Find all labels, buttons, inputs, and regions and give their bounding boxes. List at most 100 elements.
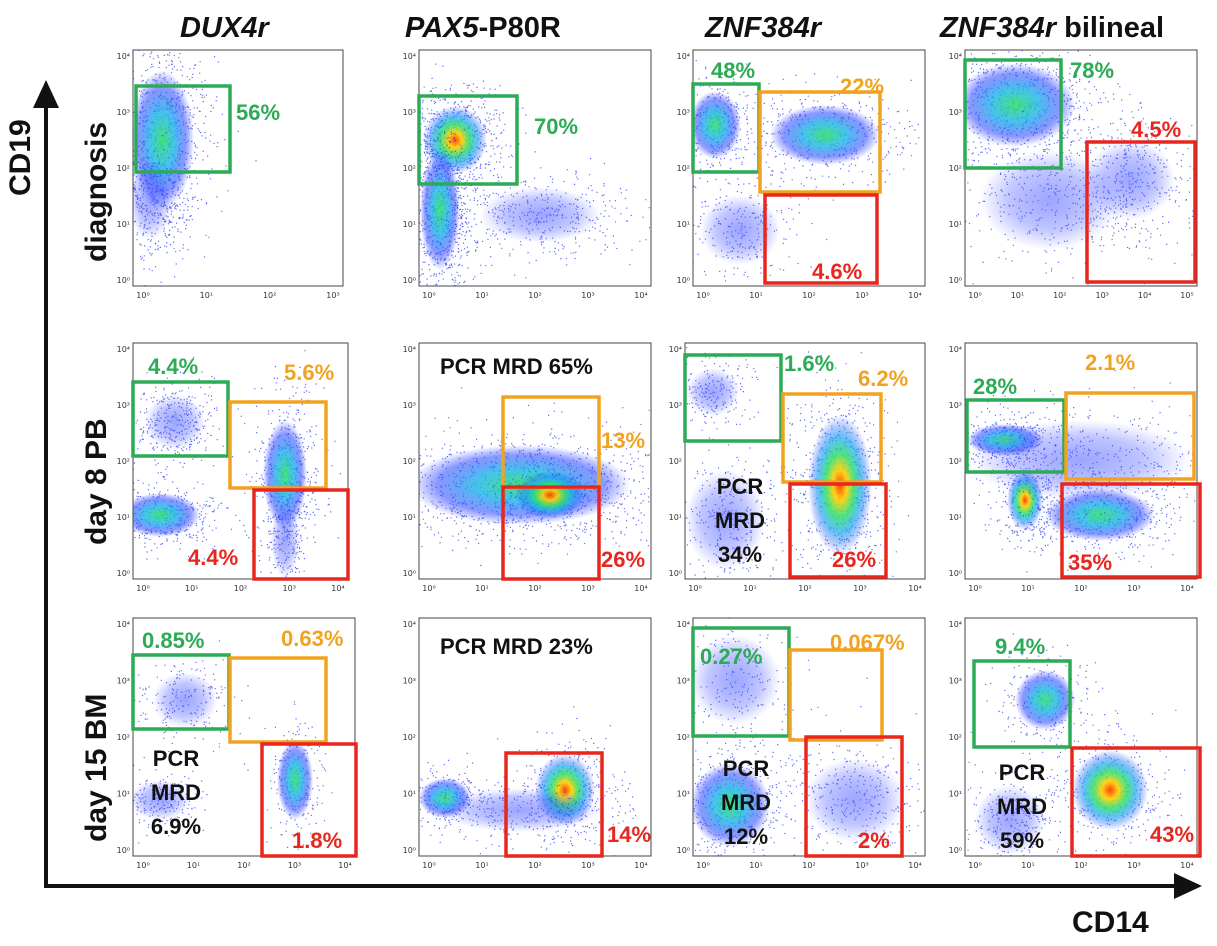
panel-p03: 10⁰ 10¹ 10² 10³ 10⁴ 10⁵ 10⁰ 10¹ 10² 10³ 10⁴ — [949, 49, 1198, 300]
density-p23-0 — [1015, 670, 1075, 730]
x-tick-p00-2: 10² — [263, 291, 276, 300]
density-p22-2 — [805, 758, 905, 842]
x-tick-p20-1: 10¹ — [187, 861, 200, 870]
row-title-diagnosis: diagnosis — [80, 121, 113, 262]
panel-p10: 10⁰ 10¹ 10² 10³ 10⁴ 10⁰ 10¹ 10² 10³ 10⁴ — [117, 342, 350, 593]
gate-label-p03-red: 4.5% — [1131, 117, 1182, 142]
y-tick-p11-4: 10⁴ — [403, 345, 416, 354]
y-tick-p23-2: 10² — [949, 733, 962, 742]
x-tick-p03-2: 10² — [1053, 291, 1066, 300]
y-tick-p22-4: 10⁴ — [677, 620, 690, 629]
x-tick-p03-1: 10¹ — [1011, 291, 1024, 300]
gate-label-p12-red: 26% — [832, 547, 877, 572]
x-tick-p10-0: 10⁰ — [136, 584, 149, 593]
y-tick-p10-4: 10⁴ — [117, 345, 130, 354]
x-tick-p03-3: 10³ — [1096, 291, 1109, 300]
x-tick-p11-4: 10⁴ — [634, 584, 647, 593]
y-tick-p02-0: 10⁰ — [677, 276, 690, 285]
density-p20-2 — [133, 780, 190, 820]
gate-label-p23-red: 43% — [1150, 822, 1195, 847]
gate-p23-green — [972, 659, 1072, 749]
x-tick-p10-3: 10³ — [283, 584, 296, 593]
y-tick-p13-1: 10¹ — [949, 513, 962, 522]
gate-p12-green — [683, 353, 783, 443]
panel-events-p23 — [966, 633, 1186, 856]
y-tick-p22-2: 10² — [677, 733, 690, 742]
density-p21-2 — [440, 788, 600, 832]
panel-p13: 10⁰ 10¹ 10² 10³ 10⁴ 10⁰ 10¹ 10² 10³ 10⁴ — [949, 342, 1202, 593]
y-tick-p13-2: 10² — [949, 457, 962, 466]
y-tick-p11-3: 10³ — [403, 401, 416, 410]
x-tick-p21-2: 10² — [528, 861, 541, 870]
x-tick-p23-4: 10⁴ — [1180, 861, 1193, 870]
density-p13-3 — [970, 420, 1190, 500]
x-tick-p00-3: 10³ — [326, 291, 339, 300]
x-tick-p22-4: 10⁴ — [908, 861, 921, 870]
x-tick-p10-4: 10⁴ — [331, 584, 344, 593]
y-tick-p20-3: 10³ — [117, 677, 130, 686]
panel-p11: 10⁰ 10¹ 10² 10³ 10⁴ 10⁰ 10¹ 10² 10³ 10⁴ — [403, 342, 652, 593]
panel-p21: 10⁰ 10¹ 10² 10³ 10⁴ 10⁰ 10¹ 10² 10³ 10⁴ — [403, 617, 652, 870]
x-tick-p20-4: 10⁴ — [338, 861, 351, 870]
density-p12-0 — [687, 368, 739, 416]
x-tick-p01-1: 10¹ — [475, 291, 488, 300]
y-tick-p00-3: 10³ — [117, 108, 130, 117]
density-p01-2 — [480, 187, 600, 243]
gate-p22-red — [804, 735, 904, 858]
y-tick-p21-1: 10¹ — [403, 790, 416, 799]
panel-events-p00 — [133, 50, 257, 286]
gate-label-p12-orange: 6.2% — [858, 366, 909, 391]
panel-events-p11 — [419, 387, 650, 567]
density-p03-0 — [965, 63, 1075, 147]
gate-label-p00-green: 56% — [236, 100, 281, 125]
y-tick-p23-4: 10⁴ — [949, 620, 962, 629]
y-tick-p00-0: 10⁰ — [117, 276, 130, 285]
gate-p13-red — [1060, 482, 1202, 579]
gate-p13-green — [965, 398, 1066, 474]
density-p22-0 — [693, 635, 780, 725]
y-tick-p03-4: 10⁴ — [949, 52, 962, 61]
y-tick-p01-1: 10¹ — [403, 220, 416, 229]
x-tick-p13-2: 10² — [1074, 584, 1087, 593]
y-tick-p01-0: 10⁰ — [403, 276, 416, 285]
y-tick-p10-3: 10³ — [117, 401, 130, 410]
density-p01-1 — [420, 150, 460, 270]
y-tick-p12-3: 10³ — [669, 401, 682, 410]
panel-p23: 10⁰ 10¹ 10² 10³ 10⁴ 10⁰ 10¹ 10² 10³ 10⁴ — [949, 617, 1202, 870]
y-tick-p20-2: 10² — [117, 733, 130, 742]
panel-events-p10 — [133, 350, 342, 579]
event-dots-p13-2 — [975, 464, 1196, 571]
y-tick-p01-2: 10² — [403, 164, 416, 173]
y-tick-p20-0: 10⁰ — [117, 846, 130, 855]
y-axis-arrowhead — [33, 80, 59, 108]
y-tick-p11-0: 10⁰ — [403, 569, 416, 578]
panel-p02: 10⁰ 10¹ 10² 10³ 10⁴ 10⁰ 10¹ 10² 10³ 10⁴ — [677, 49, 926, 300]
x-tick-p13-1: 10¹ — [1021, 584, 1034, 593]
y-tick-p12-2: 10² — [669, 457, 682, 466]
x-tick-p22-3: 10³ — [855, 861, 868, 870]
panel-p01: 10⁰ 10¹ 10² 10³ 10⁴ 10⁰ 10¹ 10² 10³ 10⁴ — [403, 49, 652, 300]
gate-label-p10-orange: 5.6% — [284, 360, 335, 385]
gate-p21-red — [504, 751, 604, 858]
density-p10-2 — [133, 493, 200, 537]
y-tick-p20-4: 10⁴ — [117, 620, 130, 629]
y-tick-p12-1: 10¹ — [669, 513, 682, 522]
gate-p13-orange — [1064, 391, 1196, 481]
y-tick-p02-3: 10³ — [677, 108, 690, 117]
x-tick-p21-0: 10⁰ — [422, 861, 435, 870]
y-tick-p00-2: 10² — [117, 164, 130, 173]
mrd-stack-p12: PCR MRD 34% — [714, 474, 766, 567]
y-tick-p21-2: 10² — [403, 733, 416, 742]
panel-events-p22 — [693, 618, 925, 856]
y-tick-p03-2: 10² — [949, 164, 962, 173]
y-tick-p11-2: 10² — [403, 457, 416, 466]
panel-events-p01 — [419, 63, 650, 286]
event-dots-p10-3 — [256, 471, 316, 579]
gate-p22-orange — [788, 648, 884, 742]
y-tick-p21-3: 10³ — [403, 677, 416, 686]
density-p23-1 — [1072, 750, 1148, 830]
gate-label-p20-red: 1.8% — [292, 828, 343, 853]
y-tick-p12-4: 10⁴ — [669, 345, 682, 354]
gate-p10-green — [131, 380, 230, 458]
density-p20-1 — [277, 740, 313, 820]
